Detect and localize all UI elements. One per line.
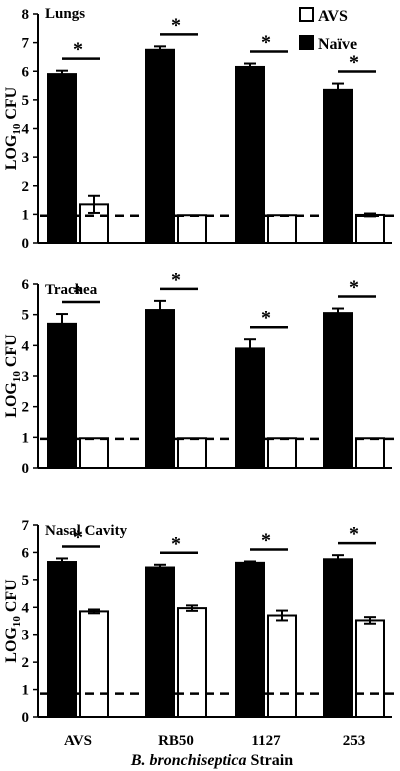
y-tick-label: 3 [22,150,30,166]
bar-naive [323,312,353,469]
y-tick-label: 6 [22,64,30,80]
legend-label-naive: Naïve [318,36,357,53]
legend-swatch-naive [299,35,314,50]
y-tick-label: 0 [22,710,30,726]
significance-star: * [349,523,359,545]
significance-star: * [171,269,181,291]
bar-naive [235,65,265,244]
bar-avs [355,213,385,244]
y-tick-label: 4 [22,122,30,138]
significance-star: * [261,32,271,54]
significance-star: * [73,39,83,61]
y-tick-label: 6 [22,545,30,561]
y-tick-label: 1 [22,683,30,699]
significance-star: * [349,52,359,74]
significance-star: * [349,277,359,299]
category-label: 253 [343,733,366,749]
bar-avs [177,214,207,244]
panel-0: 0 1 2 3 4 5 6 7 8 LOG10 CFU Lungs * * * * [3,6,398,252]
legend: AVS Naïve [299,7,357,53]
bar-naive [323,558,353,718]
category-label: AVS [64,733,92,749]
category-label: 1127 [251,733,281,749]
y-axis-label: LOG10 CFU [3,86,23,170]
bar-naive [145,566,175,718]
panel-title: Lungs [45,6,85,22]
bar-avs [267,214,297,244]
significance-star: * [261,307,271,329]
y-tick-label: 2 [22,400,30,416]
y-tick-label: 8 [22,7,30,23]
panel-title: Trachea [45,282,98,298]
x-axis-label: B. bronchiseptica Strain [130,752,293,769]
significance-star: * [171,533,181,555]
y-tick-label: 1 [22,430,30,446]
bar-avs [355,619,385,718]
bar-avs [79,437,109,469]
y-tick-label: 2 [22,655,30,671]
bar-naive [47,322,77,469]
bar-avs [267,614,297,718]
y-tick-label: 5 [22,308,30,324]
bar-avs [267,437,297,469]
significance-star: * [73,526,83,548]
y-tick-label: 6 [22,277,30,293]
bar-avs [177,607,207,719]
bar-naive [47,73,77,244]
y-tick-label: 0 [22,236,30,252]
bar-naive [323,88,353,244]
y-tick-label: 0 [22,461,30,477]
x-axis-label-suffix: Strain [246,752,293,769]
bar-naive [145,309,175,470]
y-tick-label: 5 [22,573,30,589]
y-tick-label: 3 [22,628,30,644]
bar-naive [145,48,175,244]
bar-avs [355,437,385,469]
y-tick-label: 2 [22,179,30,195]
bar-naive [235,347,265,469]
y-tick-label: 7 [22,518,30,534]
category-label: RB50 [158,733,194,749]
panel-title: Nasal Cavity [45,523,128,539]
y-tick-label: 4 [22,600,30,616]
significance-star: * [171,14,181,36]
category-labels: AVS RB50 1127 253 [64,733,365,749]
legend-label-avs: AVS [318,8,348,25]
significance-star: * [261,529,271,551]
bar-avs [177,437,207,469]
legend-swatch-avs [299,7,314,22]
y-axis-label: LOG10 CFU [3,334,23,418]
chart-panels: 0 1 2 3 4 5 6 7 8 LOG10 CFU Lungs * * * * 0 1 2 3 4 5 6 LOG10 … [3,6,398,726]
y-tick-label: 4 [22,338,30,354]
y-axis-label: LOG10 CFU [3,579,23,663]
y-tick-label: 1 [22,207,30,223]
y-tick-label: 7 [22,36,30,52]
significance-star: * [73,282,83,304]
y-tick-label: 5 [22,93,30,109]
bar-avs [79,610,109,719]
x-axis-label-species: B. bronchiseptica [130,752,247,769]
y-tick-label: 3 [22,369,30,385]
